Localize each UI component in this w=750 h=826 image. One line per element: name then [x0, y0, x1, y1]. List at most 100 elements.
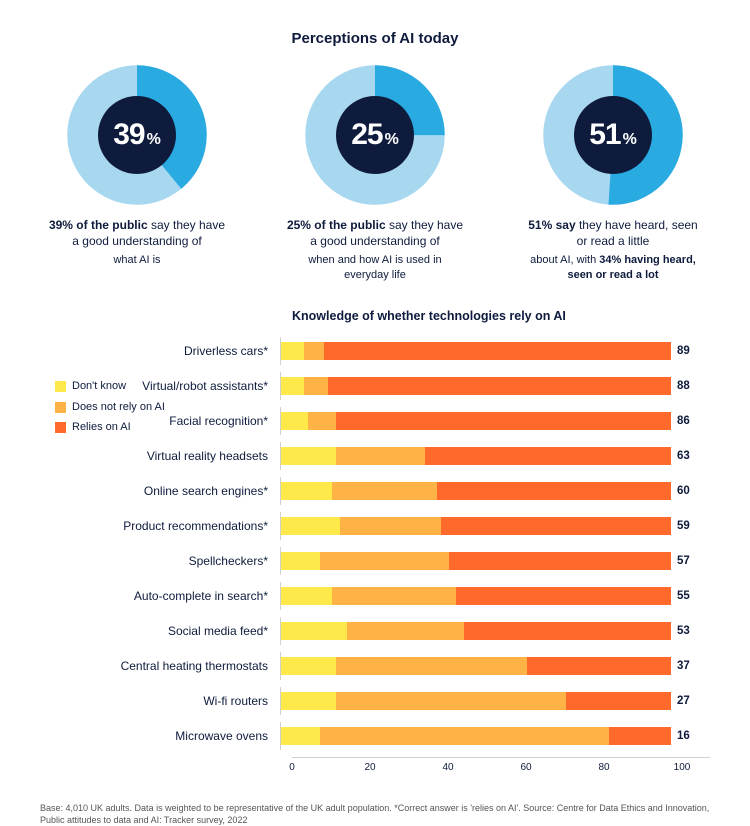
- legend-label: Does not rely on AI: [72, 399, 165, 417]
- bar-segment: [456, 587, 671, 605]
- donut-block: 51% 51% say they have heard, seen or rea…: [523, 65, 703, 283]
- bar-label: Virtual reality headsets: [40, 449, 280, 463]
- bar-segment: [281, 342, 304, 360]
- bar-segment: [304, 342, 324, 360]
- bar-total: 16: [677, 730, 690, 742]
- bar-segment: [281, 447, 336, 465]
- bar-segment: [336, 692, 566, 710]
- bar-segment: [281, 587, 332, 605]
- bar-segment: [281, 727, 320, 745]
- donut-chart: 51%: [543, 65, 683, 205]
- donut-sublabel: what AI is: [113, 253, 160, 268]
- bar-track: 86: [280, 407, 710, 435]
- bar-segment: [441, 517, 671, 535]
- bar-row: Social media feed* 53: [40, 617, 710, 645]
- bar-segment: [308, 412, 335, 430]
- bar-total: 89: [677, 345, 690, 357]
- bar-track: 60: [280, 477, 710, 505]
- donut-chart: 25%: [305, 65, 445, 205]
- donut-value: 51: [589, 96, 620, 174]
- x-axis: 020406080100: [292, 757, 710, 779]
- bar-chart-heading: Knowledge of whether technologies rely o…: [292, 309, 710, 323]
- donut-block: 25% 25% of the public say they have a go…: [285, 65, 465, 283]
- bar-segment: [464, 622, 671, 640]
- bar-segment: [281, 657, 336, 675]
- bar-row: Driverless cars*89: [40, 337, 710, 365]
- bar-track: 88: [280, 372, 710, 400]
- bar-total: 57: [677, 555, 690, 567]
- section-title: Perceptions of AI today: [0, 0, 750, 65]
- donut-center: 25%: [305, 65, 445, 205]
- bar-segment: [281, 552, 320, 570]
- axis-tick: 60: [520, 762, 531, 773]
- bar-segment: [281, 692, 336, 710]
- legend-label: Don't know: [72, 378, 126, 396]
- bar-total: 63: [677, 450, 690, 462]
- donut-block: 39% 39% of the public say they have a go…: [47, 65, 227, 283]
- legend-item: Don't know: [55, 378, 165, 396]
- bar-row: Wi-fi routers27: [40, 687, 710, 715]
- donut-value: 25: [351, 96, 382, 174]
- bar-segment: [320, 727, 609, 745]
- bar-total: 60: [677, 485, 690, 497]
- bar-row: Virtual reality headsets 63: [40, 442, 710, 470]
- legend-swatch: [55, 422, 66, 433]
- bar-segment: [332, 587, 457, 605]
- bar-row: Central heating thermostats37: [40, 652, 710, 680]
- bar-segment: [281, 377, 304, 395]
- bar-segment: [320, 552, 449, 570]
- bar-segment: [566, 692, 671, 710]
- bar-label: Social media feed*: [40, 624, 280, 638]
- percent-sign: %: [385, 101, 399, 179]
- donut-label-rest: they have heard, seen or read a little: [577, 218, 698, 248]
- footnote: Base: 4,010 UK adults. Data is weighted …: [0, 799, 750, 826]
- bar-total: 88: [677, 380, 690, 392]
- bar-track: 57: [280, 547, 710, 575]
- bar-row: Spellcheckers* 57: [40, 547, 710, 575]
- legend-label: Relies on AI: [72, 419, 131, 437]
- bar-label: Online search engines*: [40, 484, 280, 498]
- bar-total: 59: [677, 520, 690, 532]
- bar-label: Wi-fi routers: [40, 694, 280, 708]
- donut-sublabel: about AI, with 34% having heard, seen or…: [523, 253, 703, 283]
- bar-segment: [281, 517, 340, 535]
- bar-segment: [336, 657, 527, 675]
- bar-track: 53: [280, 617, 710, 645]
- donut-label: 39% of the public say they have a good u…: [47, 217, 227, 249]
- bar-track: 27: [280, 687, 710, 715]
- bar-segment: [437, 482, 671, 500]
- donut-label-strong: 51% say: [528, 218, 575, 232]
- axis-tick: 40: [442, 762, 453, 773]
- donut-sublabel: when and how AI is used in everyday life: [285, 253, 465, 283]
- bar-segment: [449, 552, 671, 570]
- axis-tick: 80: [598, 762, 609, 773]
- bar-segment: [340, 517, 441, 535]
- donut-chart: 39%: [67, 65, 207, 205]
- bar-label: Auto-complete in search*: [40, 589, 280, 603]
- bar-row: Auto-complete in search*55: [40, 582, 710, 610]
- axis-tick: 0: [289, 762, 295, 773]
- donut-label-strong: 39% of the public: [49, 218, 148, 232]
- bar-track: 63: [280, 442, 710, 470]
- bar-track: 89: [280, 337, 710, 365]
- bar-total: 37: [677, 660, 690, 672]
- legend-swatch: [55, 402, 66, 413]
- donut-center: 51%: [543, 65, 683, 205]
- legend-item: Relies on AI: [55, 419, 165, 437]
- bar-row: Microwave ovens16: [40, 722, 710, 750]
- bar-segment: [347, 622, 464, 640]
- bar-total: 53: [677, 625, 690, 637]
- bar-segment: [281, 482, 332, 500]
- percent-sign: %: [623, 101, 637, 179]
- bar-label: Product recommendations*: [40, 519, 280, 533]
- bar-label: Spellcheckers*: [40, 554, 280, 568]
- bar-segment: [332, 482, 437, 500]
- axis-tick: 20: [364, 762, 375, 773]
- bar-segment: [609, 727, 671, 745]
- bar-track: 59: [280, 512, 710, 540]
- percent-sign: %: [147, 101, 161, 179]
- legend-item: Does not rely on AI: [55, 399, 165, 417]
- donut-label-strong: 25% of the public: [287, 218, 386, 232]
- donut-value: 39: [113, 96, 144, 174]
- bar-segment: [328, 377, 671, 395]
